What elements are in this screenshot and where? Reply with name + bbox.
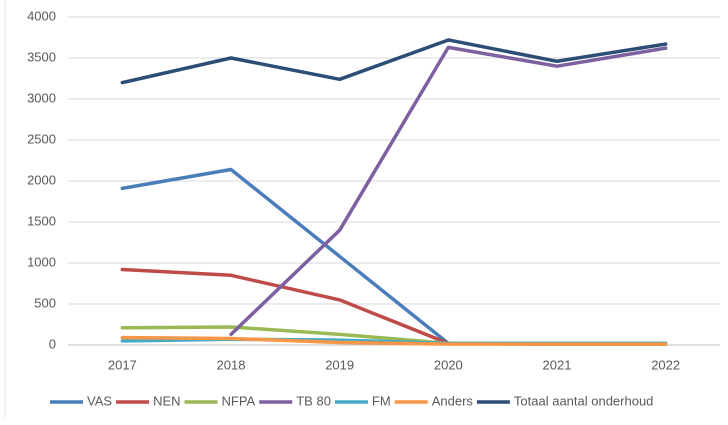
x-tick-label: 2019 [325, 357, 354, 372]
y-tick-label: 3000 [27, 90, 56, 105]
legend-label: FM [372, 393, 391, 408]
series-line [120, 335, 668, 346]
x-tick-label: 2021 [543, 357, 572, 372]
legend-label: NFPA [222, 393, 256, 408]
x-tick-label: 2022 [651, 357, 680, 372]
legend-label: NEN [153, 393, 180, 408]
legend-label: VAS [87, 393, 112, 408]
series-line [120, 167, 668, 346]
series-line [120, 267, 668, 346]
y-tick-label: 1500 [27, 213, 56, 228]
x-tick-label: 2018 [217, 357, 246, 372]
y-tick-label: 500 [34, 295, 56, 310]
legend-label: Totaal aantal onderhoud [514, 393, 654, 408]
x-tick-label: 2020 [434, 357, 463, 372]
legend-label: TB 80 [296, 393, 331, 408]
y-tick-label: 1000 [27, 254, 56, 269]
y-tick-label: 4000 [27, 8, 56, 23]
y-tick-label: 2500 [27, 131, 56, 146]
legend-label: Anders [432, 393, 474, 408]
y-tick-label: 3500 [27, 49, 56, 64]
series-line [229, 45, 668, 337]
x-tick-label: 2017 [108, 357, 137, 372]
y-tick-label: 2000 [27, 172, 56, 187]
y-tick-label: 0 [49, 336, 56, 351]
series-line [120, 38, 668, 85]
